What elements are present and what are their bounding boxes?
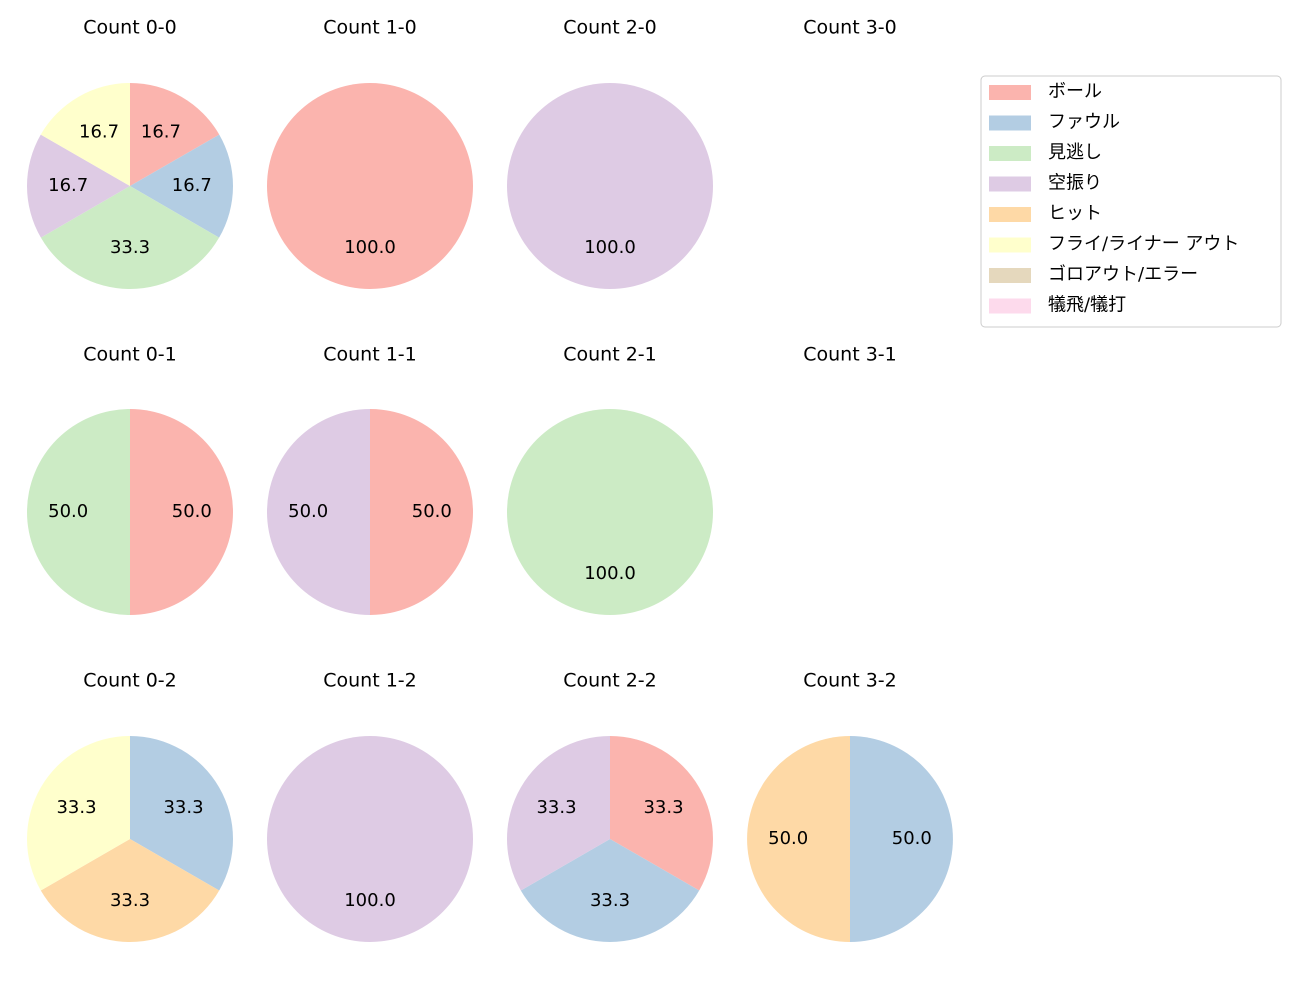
slice-label: 50.0 (412, 501, 452, 522)
pie-slice (520, 839, 700, 942)
legend-swatch (989, 237, 1031, 253)
legend-label: ゴロアウト/エラー (1048, 264, 1198, 285)
slice-label: 16.7 (48, 175, 88, 196)
legend-swatch (989, 146, 1031, 161)
pie-slice (40, 186, 220, 289)
slice-label: 16.7 (79, 121, 119, 142)
pie-slice (27, 736, 130, 891)
legend-box (980, 75, 1282, 328)
legend-label: 空振り (1048, 173, 1102, 194)
pie-slice (267, 409, 370, 615)
slice-label: 50.0 (288, 501, 328, 522)
legend-swatch (989, 115, 1031, 131)
legend-label: 犠飛/犠打 (1048, 295, 1126, 316)
chart-title: Count 3-0 (803, 17, 897, 39)
chart-title: Count 0-0 (83, 17, 177, 39)
slice-label: 33.3 (163, 797, 203, 818)
legend-label: フライ/ライナー アウト (1048, 234, 1239, 255)
legend-swatch (989, 298, 1031, 314)
legend-label: 見逃し (1048, 142, 1102, 163)
slice-label: 33.3 (590, 890, 630, 911)
slice-label: 33.3 (110, 237, 150, 258)
chart-title: Count 1-2 (323, 670, 417, 692)
slice-label: 16.7 (141, 121, 181, 142)
legend-label: ボール (1048, 81, 1102, 102)
chart-title: Count 2-0 (563, 17, 657, 39)
slice-label: 100.0 (584, 563, 636, 584)
chart-title: Count 3-1 (803, 344, 897, 366)
slice-label: 100.0 (344, 237, 396, 258)
legend-label: ファウル (1048, 112, 1120, 133)
slice-label: 16.7 (172, 175, 212, 196)
pie-slice (267, 83, 473, 289)
chart-title: Count 1-0 (323, 17, 417, 39)
pie-slice (610, 736, 713, 891)
slice-label: 50.0 (48, 501, 88, 522)
legend-swatch (989, 268, 1031, 283)
slice-label: 100.0 (344, 890, 396, 911)
pie-slice (507, 409, 713, 615)
chart-title: Count 2-2 (563, 670, 657, 692)
pie-slice (130, 134, 234, 238)
chart-title: Count 1-1 (323, 344, 417, 366)
legend-swatch (989, 85, 1031, 100)
pie-slice (27, 409, 130, 615)
pie-slice (507, 83, 713, 289)
slice-label: 33.3 (110, 890, 150, 911)
pie-slice (40, 839, 220, 942)
pie-slice (130, 83, 220, 186)
slice-label: 50.0 (172, 501, 212, 522)
pie-slice (130, 736, 233, 891)
pie-slice (267, 736, 473, 942)
slice-label: 33.3 (643, 797, 683, 818)
slice-label: 100.0 (584, 237, 636, 258)
pie-slice (850, 736, 953, 942)
legend-swatch (989, 176, 1031, 192)
chart-title: Count 2-1 (563, 344, 657, 366)
chart-title: Count 0-2 (83, 670, 177, 692)
pie-slice (370, 409, 473, 615)
chart-title: Count 0-1 (83, 344, 177, 366)
legend-swatch (989, 207, 1031, 222)
pie-slice (26, 134, 131, 238)
slice-label: 50.0 (768, 828, 808, 849)
pie-slice (747, 736, 850, 942)
pie-slice (40, 83, 130, 186)
pie-slice (130, 409, 233, 615)
slice-label: 33.3 (536, 797, 576, 818)
pie-slice (507, 736, 610, 891)
legend-label: ヒット (1048, 203, 1102, 224)
slice-label: 50.0 (892, 828, 932, 849)
chart-title: Count 3-2 (803, 670, 897, 692)
slice-label: 33.3 (56, 797, 96, 818)
